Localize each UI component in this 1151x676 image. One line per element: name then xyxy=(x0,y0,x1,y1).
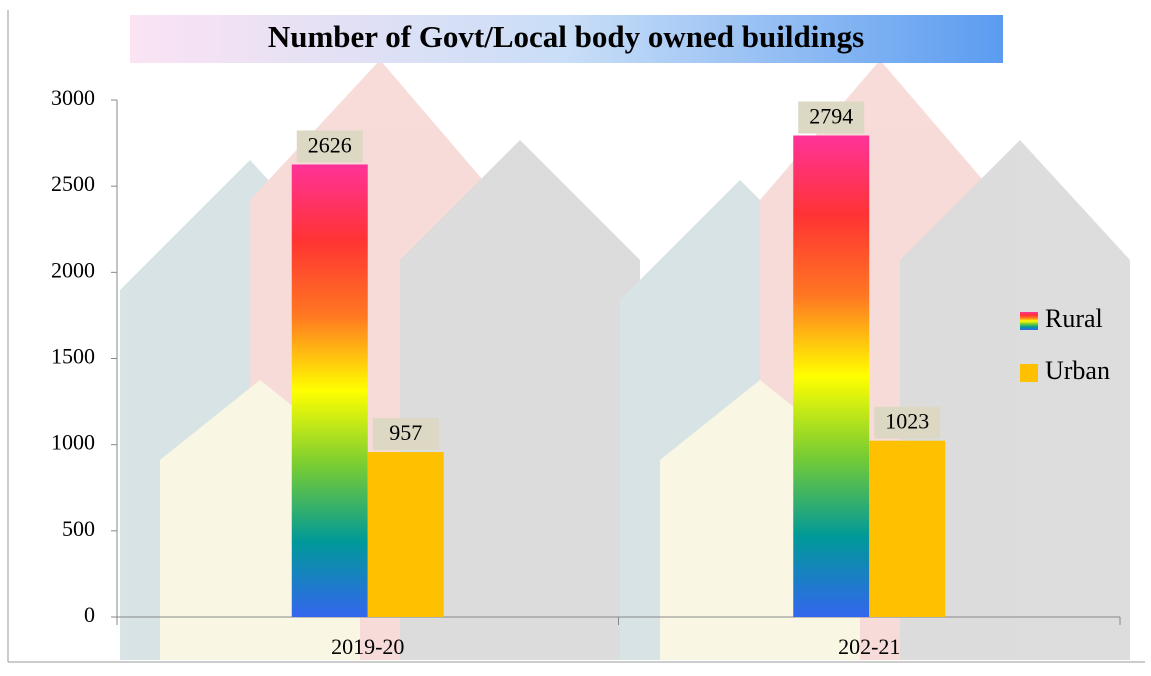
bar xyxy=(793,136,869,617)
data-label: 2794 xyxy=(809,104,853,129)
chart-title: Number of Govt/Local body owned building… xyxy=(268,19,864,54)
y-tick-label: 1000 xyxy=(51,430,95,455)
chart: Number of Govt/Local body owned building… xyxy=(0,0,1151,676)
legend-label: Urban xyxy=(1045,356,1110,385)
y-tick-label: 2000 xyxy=(51,257,95,282)
data-label: 2626 xyxy=(308,132,352,157)
y-tick-label: 0 xyxy=(84,602,95,627)
x-tick-label: 2019-20 xyxy=(331,634,404,659)
y-tick-label: 1500 xyxy=(51,344,95,369)
legend-swatch xyxy=(1020,364,1038,382)
bar xyxy=(292,164,368,617)
x-tick-label: 202-21 xyxy=(838,634,900,659)
bar xyxy=(869,441,945,617)
y-tick-label: 3000 xyxy=(51,85,95,110)
y-tick-label: 2500 xyxy=(51,171,95,196)
legend-label: Rural xyxy=(1045,304,1103,333)
data-label: 957 xyxy=(389,420,422,445)
bar xyxy=(368,452,444,617)
y-tick-label: 500 xyxy=(62,516,95,541)
background-houses xyxy=(120,60,1130,660)
data-label: 1023 xyxy=(885,409,929,434)
page: Number of Govt/Local body owned building… xyxy=(0,0,1151,676)
legend-swatch xyxy=(1020,312,1038,330)
